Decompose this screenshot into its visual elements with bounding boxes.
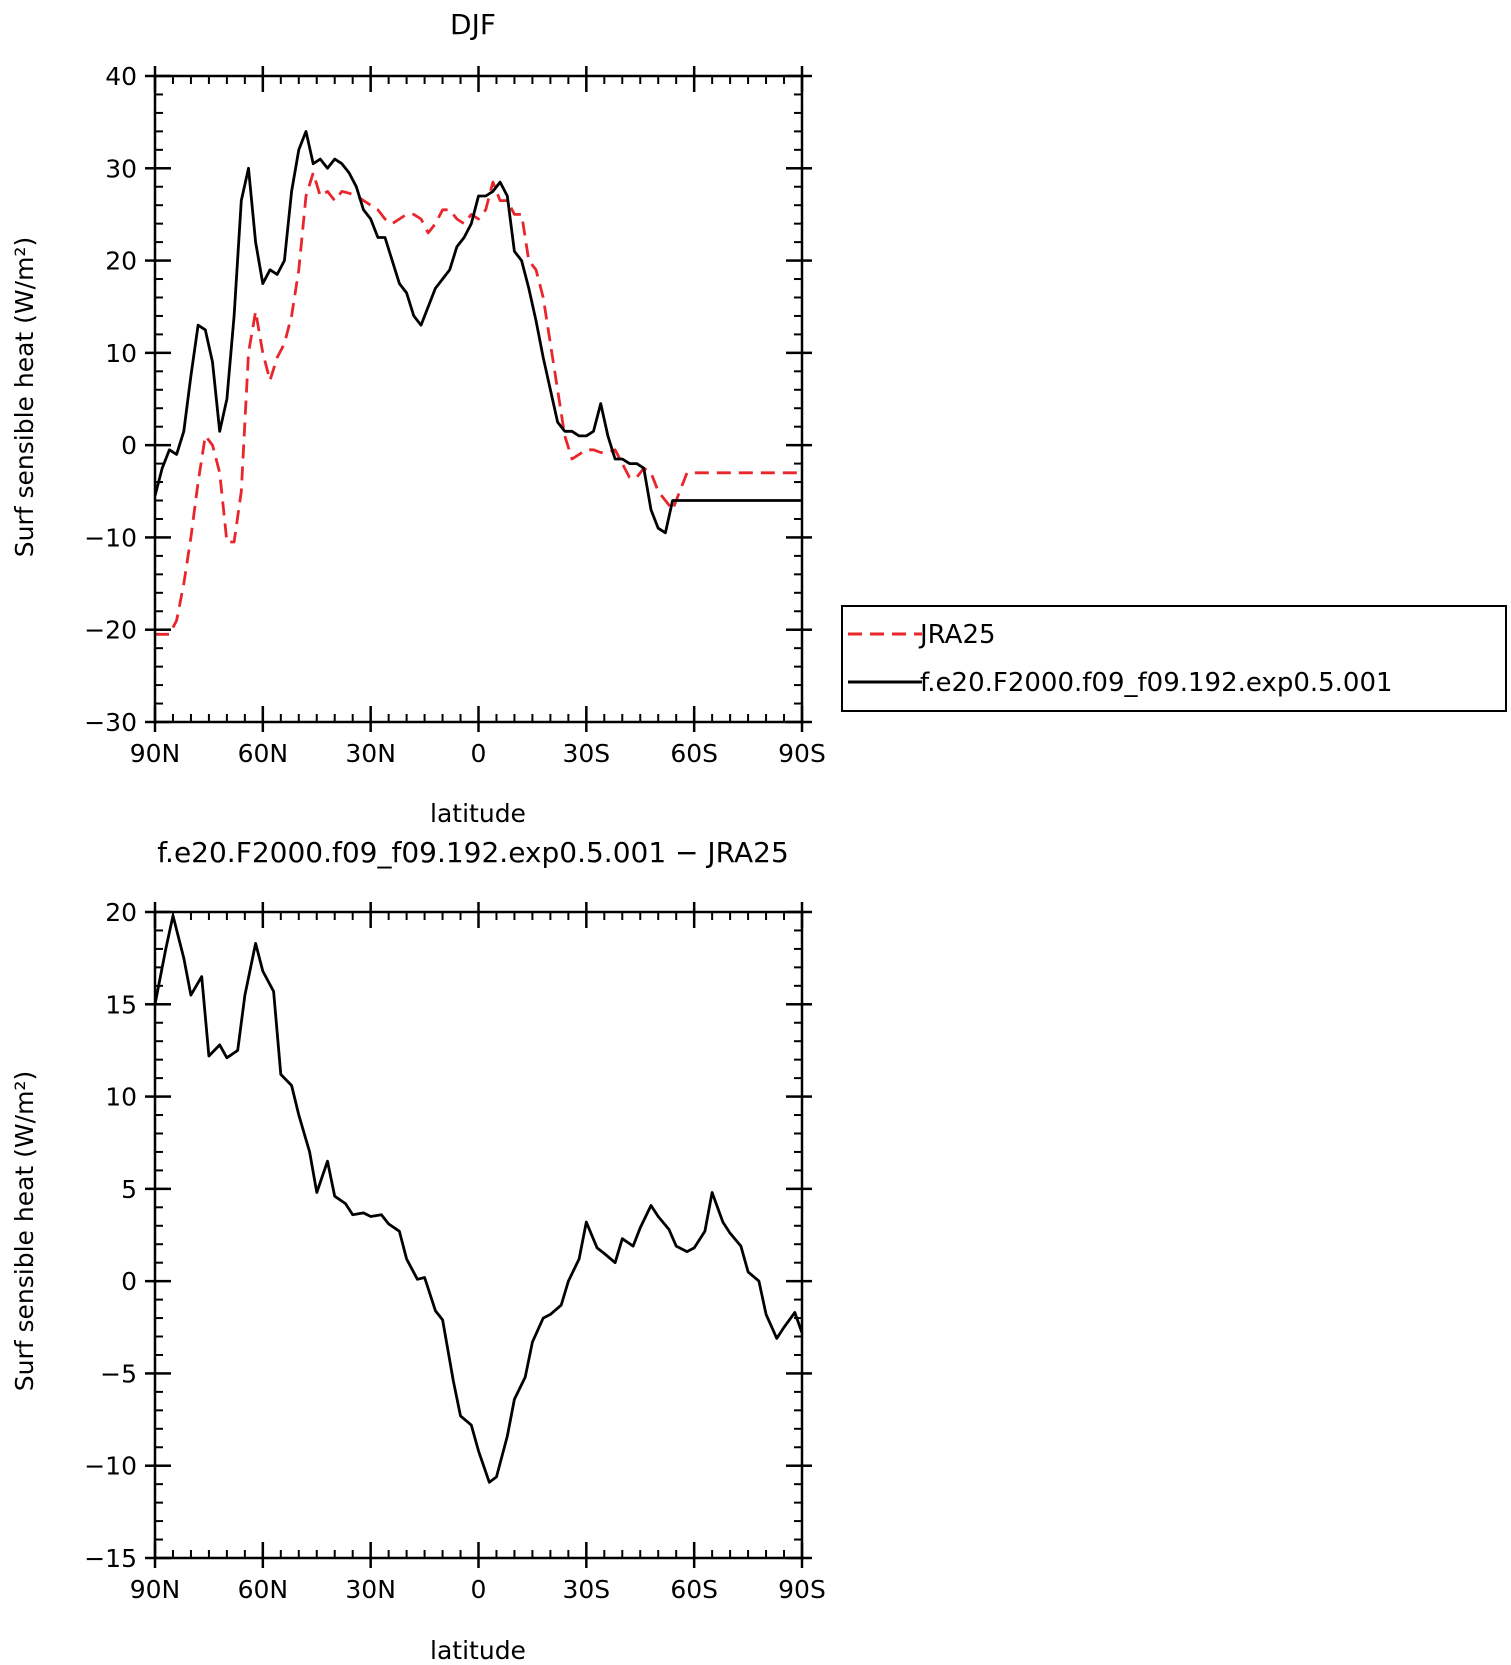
x-tick-label: 60S [670, 739, 718, 768]
y-axis-label: Surf sensible heat (W/m²) [10, 237, 39, 557]
y-tick-label: −20 [84, 616, 137, 645]
x-tick-labels: 90N 60N 30N 0 30S 60S 90S [130, 739, 826, 768]
ticks [145, 66, 812, 732]
panel-title-difference: f.e20.F2000.f09_f09.192.exp0.5.001 − JRA… [157, 836, 789, 869]
x-tick-label: 60N [238, 1575, 289, 1604]
x-tick-label: 0 [471, 1575, 487, 1604]
y-axis-label: Surf sensible heat (W/m²) [10, 1071, 39, 1391]
y-tick-label: 0 [121, 1267, 137, 1296]
legend-box [841, 605, 1507, 712]
x-tick-label: 60N [238, 739, 289, 768]
panel-title-djf: DJF [450, 8, 496, 41]
x-tick-label: 90S [778, 739, 826, 768]
y-tick-label: 20 [105, 247, 137, 276]
x-tick-label: 90N [130, 739, 181, 768]
x-tick-label: 0 [471, 739, 487, 768]
legend: JRA25 f.e20.F2000.f09_f09.192.exp0.5.001 [841, 605, 1507, 712]
x-axis-label: latitude [430, 799, 526, 828]
y-tick-label: 15 [105, 990, 137, 1019]
y-tick-label: 30 [105, 154, 137, 183]
plot-frame [153, 910, 804, 1560]
x-tick-labels: 90N 60N 30N 0 30S 60S 90S [130, 1575, 826, 1604]
plot-frame [153, 74, 804, 724]
y-tick-label: −15 [84, 1544, 137, 1573]
y-tick-label: 5 [121, 1175, 137, 1204]
y-tick-label: −10 [84, 523, 137, 552]
x-tick-label: 30N [345, 739, 396, 768]
x-axis-label: latitude [430, 1636, 526, 1665]
panel-difference: f.e20.F2000.f09_f09.192.exp0.5.001 − JRA… [10, 836, 826, 1665]
legend-label-model: f.e20.F2000.f09_f09.192.exp0.5.001 [920, 668, 1393, 698]
y-tick-labels: −30 −20 −10 0 10 20 30 40 [84, 62, 137, 737]
panel-climatology: DJF Surf sensible heat (W/m²) latitude −… [10, 8, 826, 828]
x-tick-label: 30S [562, 739, 610, 768]
series-layer [153, 914, 804, 1484]
series-layer [153, 129, 802, 636]
y-tick-label: −30 [84, 708, 137, 737]
x-tick-label: 30N [345, 1575, 396, 1604]
y-tick-label: −5 [100, 1359, 137, 1388]
y-tick-label: 10 [105, 339, 137, 368]
y-tick-label: 10 [105, 1083, 137, 1112]
legend-label-jra25: JRA25 [918, 620, 996, 650]
x-tick-label: 30S [562, 1575, 610, 1604]
y-tick-label: 20 [105, 898, 137, 927]
y-tick-label: −10 [84, 1452, 137, 1481]
x-tick-label: 90N [130, 1575, 181, 1604]
series-line-jra25 [155, 171, 802, 636]
y-tick-label: 0 [121, 431, 137, 460]
y-tick-label: 40 [105, 62, 137, 91]
y-tick-labels: −15 −10 −5 0 5 10 15 20 [84, 898, 137, 1573]
x-tick-label: 60S [670, 1575, 718, 1604]
series-line-model [153, 129, 802, 535]
series-line-difference [153, 914, 804, 1484]
x-tick-label: 90S [778, 1575, 826, 1604]
